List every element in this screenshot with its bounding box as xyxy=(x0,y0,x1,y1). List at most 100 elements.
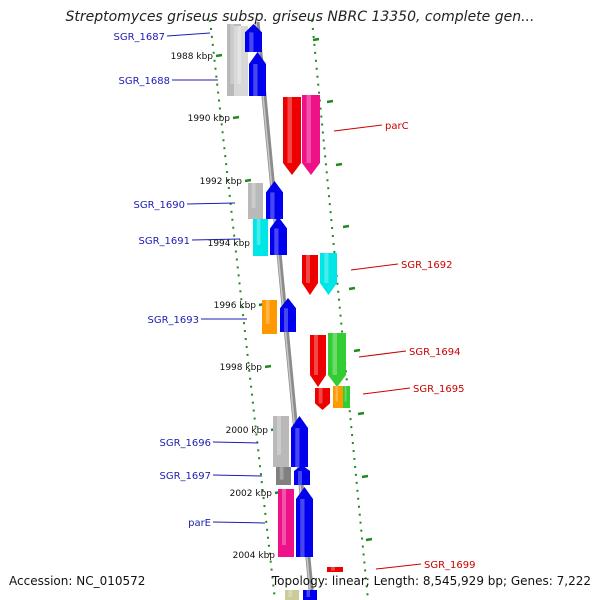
scale-tick-label: 1998 kbp xyxy=(220,363,263,373)
gene-sgr-1695-red xyxy=(315,388,330,410)
gene-sgr-1691 xyxy=(270,217,287,255)
gene-label-leader xyxy=(212,441,259,444)
gene-highlight xyxy=(256,219,261,245)
gene-highlight xyxy=(279,467,284,480)
gene-label-leader xyxy=(186,202,236,205)
gene-sgr-1691-cyan xyxy=(253,219,268,256)
gene-sgr-1695-orange xyxy=(333,386,343,408)
gene-highlight xyxy=(306,95,311,163)
gene-shape xyxy=(315,388,330,410)
gene-highlight xyxy=(324,253,329,283)
gene-highlight xyxy=(249,32,254,52)
gene-label-right: SGR_1699 xyxy=(424,560,476,571)
gene-sgr-1687 xyxy=(245,24,262,52)
gene-shape xyxy=(253,219,268,256)
gene-shape xyxy=(249,52,266,96)
gene-highlight xyxy=(344,386,347,402)
gene-parc-red xyxy=(283,97,301,175)
gene-highlight xyxy=(331,567,335,571)
gene-shape xyxy=(328,333,346,387)
gene-shape xyxy=(302,95,320,175)
gene-shape xyxy=(276,467,291,485)
gene-label-leader xyxy=(350,263,399,271)
gene-shape xyxy=(278,489,294,557)
gene-label-right: parC xyxy=(385,121,409,132)
gene-label-right: SGR_1694 xyxy=(409,347,461,358)
gene-highlight xyxy=(284,308,288,332)
gene-highlight xyxy=(274,228,279,255)
gene-highlight xyxy=(282,489,286,545)
gene-parc xyxy=(302,95,320,175)
scale-tick-label: 1990 kbp xyxy=(188,114,231,124)
scale-tick-mark xyxy=(326,99,334,104)
gene-bottom-blue xyxy=(303,590,317,600)
gene-shape xyxy=(234,26,248,96)
gene-label-leader xyxy=(333,124,383,132)
gene-sgr-1693 xyxy=(280,298,296,332)
gene-shape xyxy=(291,416,308,467)
gene-shape xyxy=(333,386,343,408)
map-title: Streptomyces griseus subsp. griseus NBRC… xyxy=(65,9,535,25)
gene-shape xyxy=(280,298,296,332)
scale-tick-label: 2000 kbp xyxy=(226,426,269,436)
gene-shape xyxy=(294,465,310,485)
gene-shape xyxy=(273,416,289,467)
gene-sgr-1694 xyxy=(328,333,346,387)
gene-label-left: SGR_1697 xyxy=(160,471,212,482)
gene-highlight xyxy=(300,499,305,557)
gene-sgr-1693-orange xyxy=(262,300,277,334)
scale-tick-mark xyxy=(361,474,369,479)
scale-tick-mark xyxy=(232,115,240,120)
gene-shape xyxy=(310,335,326,387)
gene-shape xyxy=(262,300,277,334)
gene-highlight xyxy=(251,183,256,209)
left-track-boundary xyxy=(209,19,276,600)
gene-highlight xyxy=(298,471,302,485)
scale-tick-label: 1994 kbp xyxy=(208,239,251,249)
gene-sgr-1699 xyxy=(327,567,343,572)
gene-label-right: SGR_1695 xyxy=(413,384,465,395)
gene-highlight xyxy=(335,386,338,402)
gene-sgr-1697 xyxy=(294,465,310,485)
gene-label-leader xyxy=(212,521,266,524)
gene-bottom-olive xyxy=(285,590,299,600)
gene-label-left: parE xyxy=(188,518,211,529)
gene-sgr-1692-red xyxy=(302,255,318,295)
right-track-boundary xyxy=(311,19,369,600)
gene-label-leader xyxy=(191,238,241,241)
gene-shape xyxy=(285,590,299,600)
gene-shape xyxy=(248,183,263,219)
gene-sgr-1696-gray xyxy=(273,416,289,467)
scale-tick-label: 1992 kbp xyxy=(200,177,243,187)
gene-shape xyxy=(343,386,350,408)
topology-label: Topology: linear; Length: 8,545,929 bp; … xyxy=(271,574,591,588)
gene-highlight xyxy=(318,388,323,404)
scale-tick-mark xyxy=(215,53,223,58)
scale-tick-mark xyxy=(353,348,361,353)
gene-highlight xyxy=(277,416,281,455)
gene-shape xyxy=(327,567,343,572)
scale-tick-label: 2002 kbp xyxy=(230,489,273,499)
gene-highlight xyxy=(270,192,275,219)
gene-label-leader xyxy=(212,474,263,477)
scale-tick-mark xyxy=(244,178,252,183)
gene-highlight xyxy=(230,24,234,84)
scale-tick-mark xyxy=(365,537,373,542)
gene-sgr-1687-light xyxy=(234,26,248,96)
gene-shape xyxy=(245,24,262,52)
scale-tick-label: 1988 kbp xyxy=(171,52,214,62)
scale-tick-mark xyxy=(335,162,343,167)
gene-label-leader xyxy=(358,350,407,358)
gene-label-left: SGR_1688 xyxy=(119,76,171,87)
scale-tick-mark xyxy=(342,224,350,229)
accession-label: Accession: NC_010572 xyxy=(9,574,146,588)
gene-highlight xyxy=(288,590,292,597)
gene-highlight xyxy=(306,590,310,597)
gene-label-right: SGR_1692 xyxy=(401,260,453,271)
gene-shape xyxy=(266,181,283,219)
gene-pare xyxy=(296,487,313,557)
scale-tick-mark xyxy=(357,411,365,416)
gene-highlight xyxy=(253,64,258,96)
gene-highlight xyxy=(314,335,318,375)
